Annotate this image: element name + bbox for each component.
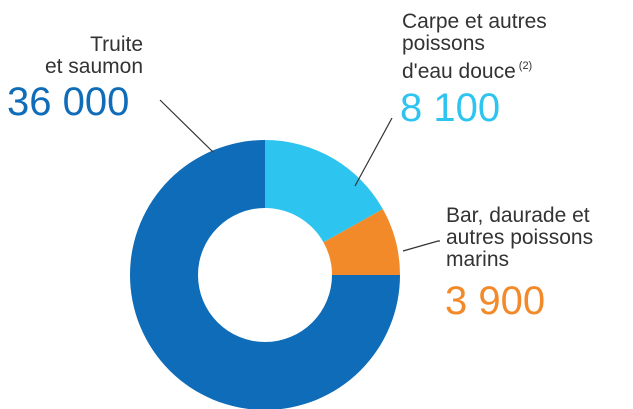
label-text: Carpe et autres — [402, 10, 547, 33]
label-line: Bar, daurade et — [446, 205, 593, 227]
label-line: marins — [446, 249, 593, 271]
donut-slice — [130, 140, 400, 409]
footnote-mark: (2) — [518, 60, 533, 72]
label-line: et saumon — [45, 56, 143, 78]
leader-line — [159, 99, 214, 153]
value-label: 3 900 — [445, 279, 546, 323]
label-text: autres poissons — [446, 226, 594, 249]
label-text: d'eau douce — [402, 60, 516, 83]
label-line: Truite — [45, 34, 143, 56]
label-text: poissons — [402, 32, 485, 55]
value-label: 8 100 — [400, 86, 501, 130]
category-label: Truite et saumon — [45, 34, 143, 78]
label-text: Truite — [90, 33, 143, 56]
label-text: et saumon — [44, 55, 143, 78]
label-line: d'eau douce (2) — [402, 55, 547, 83]
value-label: 36 000 — [7, 80, 130, 124]
label-line: Carpe et autres — [402, 11, 547, 33]
label-line: autres poissons — [446, 227, 593, 249]
label-line: poissons — [402, 33, 547, 55]
leader-line — [354, 117, 393, 187]
category-label: Carpe et autres poissons d'eau douce (2) — [402, 11, 547, 83]
category-label: Bar, daurade et autres poissons marins — [446, 205, 593, 271]
label-text: Bar, daurade et — [446, 204, 590, 227]
label-text: marins — [446, 248, 510, 271]
donut-slice — [323, 209, 400, 275]
leader-line — [402, 240, 440, 252]
donut-slice — [265, 140, 383, 243]
